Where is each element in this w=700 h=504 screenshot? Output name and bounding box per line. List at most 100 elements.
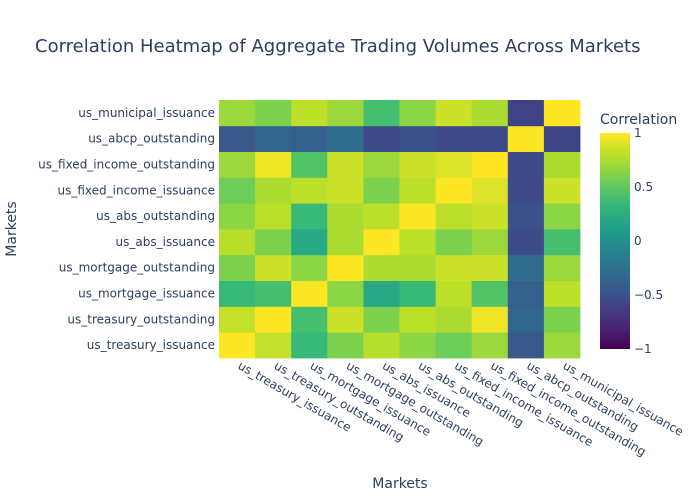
heatmap-cell: [435, 229, 473, 256]
heatmap-cell: [219, 332, 256, 359]
heatmap-cell: [327, 203, 364, 230]
y-tick-label: us_abs_issuance: [116, 235, 215, 249]
heatmap-cell: [255, 306, 292, 333]
colorbar-tick-label: 0: [634, 234, 642, 248]
heatmap-cell: [399, 306, 436, 333]
heatmap-cell: [327, 280, 364, 307]
heatmap-cell: [543, 332, 581, 359]
heatmap-cell: [507, 280, 545, 307]
heatmap-cell: [435, 203, 473, 230]
heatmap-cell: [327, 177, 364, 204]
heatmap-cell: [399, 229, 436, 256]
heatmap-cell: [471, 177, 509, 204]
heatmap-cell: [363, 151, 400, 178]
heatmap-cell: [471, 125, 509, 152]
heatmap-cell: [471, 229, 509, 256]
heatmap-cell: [363, 229, 400, 256]
heatmap-cell: [507, 177, 545, 204]
heatmap-cell: [435, 306, 473, 333]
y-tick-label: us_mortgage_issuance: [78, 287, 215, 301]
heatmap-cell: [471, 151, 509, 178]
heatmap-cell: [327, 306, 364, 333]
heatmap-cell: [543, 203, 581, 230]
heatmap-cell: [219, 151, 256, 178]
heatmap-cell: [327, 332, 364, 359]
heatmap-cell: [471, 332, 509, 359]
y-tick-label: us_fixed_income_issuance: [58, 183, 215, 197]
heatmap-cell: [363, 332, 400, 359]
heatmap-cell: [291, 306, 328, 333]
heatmap-cell: [255, 125, 292, 152]
x-axis-title: Markets: [372, 476, 427, 492]
y-tick-label: us_fixed_income_outstanding: [38, 158, 215, 172]
y-tick-label: us_treasury_outstanding: [67, 312, 215, 326]
heatmap-cell: [327, 151, 364, 178]
colorbar-tick-label: −0.5: [634, 288, 663, 302]
heatmap-cell: [255, 151, 292, 178]
y-tick-label: us_abcp_outstanding: [88, 132, 215, 146]
y-tick-labels: us_treasury_issuance us_treasury_outstand…: [38, 106, 215, 352]
heatmap-cell: [363, 203, 400, 230]
heatmap-cell: [255, 203, 292, 230]
heatmap-cell: [219, 254, 256, 281]
heatmap-cell: [435, 254, 473, 281]
colorbar: [600, 133, 630, 349]
heatmap-cell: [507, 203, 545, 230]
heatmap-cell: [507, 254, 545, 281]
heatmap-cell: [399, 177, 436, 204]
heatmap-cell: [219, 177, 256, 204]
heatmap-cell: [435, 177, 473, 204]
heatmap-cell: [291, 203, 328, 230]
colorbar-tick-label: 1: [634, 126, 642, 140]
heatmap-cell: [327, 125, 364, 152]
heatmap-cell: [471, 280, 509, 307]
heatmap-cell: [399, 280, 436, 307]
heatmap-cell: [435, 100, 473, 127]
heatmap-cell: [507, 125, 545, 152]
heatmap-cell: [363, 254, 400, 281]
heatmap-cell: [291, 151, 328, 178]
colorbar-title: Correlation: [600, 112, 677, 128]
y-tick-label: us_municipal_issuance: [78, 106, 215, 120]
heatmap-cell: [327, 100, 364, 127]
heatmap-cell: [399, 151, 436, 178]
heatmap-cell: [543, 229, 581, 256]
heatmap-cell: [399, 332, 436, 359]
heatmap-cell: [291, 254, 328, 281]
y-tick-label: us_treasury_issuance: [87, 338, 215, 352]
heatmap-cell: [399, 203, 436, 230]
heatmap-cell: [399, 254, 436, 281]
heatmap-cell: [255, 254, 292, 281]
heatmap-cell: [255, 177, 292, 204]
heatmap-cell: [219, 100, 256, 127]
heatmap-cell: [543, 254, 581, 281]
heatmap-cell: [255, 229, 292, 256]
heatmap-cell: [219, 229, 256, 256]
heatmap-cell: [543, 125, 581, 152]
heatmap-cell: [291, 229, 328, 256]
heatmap-cell: [363, 306, 400, 333]
heatmap-cell: [291, 125, 328, 152]
colorbar-ticks: 1 0.5 0 −0.5 −1: [634, 126, 663, 356]
x-tick-labels: us_treasury_issuanceus_treasury_outstand…: [236, 358, 686, 459]
heatmap-cell: [291, 280, 328, 307]
heatmap-cell: [291, 332, 328, 359]
colorbar-tick-label: 0.5: [634, 180, 653, 194]
heatmap-cell: [435, 332, 473, 359]
heatmap-cell: [399, 100, 436, 127]
heatmap-cell: [255, 332, 292, 359]
heatmap-cell: [543, 306, 581, 333]
heatmap-cell: [543, 280, 581, 307]
heatmap-cell: [435, 151, 473, 178]
y-tick-label: us_mortgage_outstanding: [59, 261, 215, 275]
heatmap-cell: [327, 254, 364, 281]
heatmap-cell: [219, 306, 256, 333]
y-axis-title: Markets: [4, 201, 20, 256]
heatmap-cell: [219, 125, 256, 152]
heatmap-cell: [363, 177, 400, 204]
heatmap-cell: [471, 306, 509, 333]
heatmap-cell: [543, 177, 581, 204]
heatmap-cell: [435, 280, 473, 307]
